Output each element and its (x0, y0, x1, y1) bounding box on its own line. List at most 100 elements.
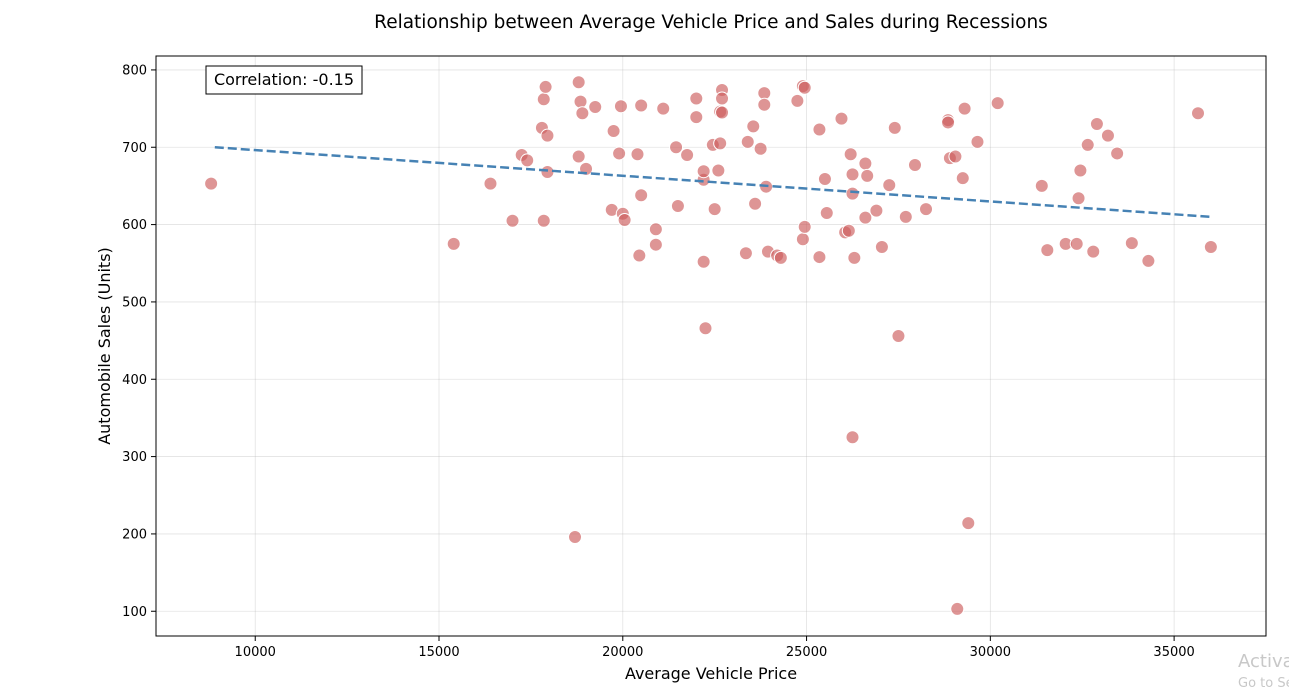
data-point (790, 93, 805, 108)
data-points (204, 75, 1218, 616)
data-point (446, 236, 461, 251)
data-point (746, 119, 761, 134)
data-point (575, 106, 590, 121)
data-point (617, 212, 632, 227)
x-tick-label: 20000 (602, 645, 643, 660)
data-point (573, 94, 588, 109)
data-point (970, 134, 985, 149)
data-point (834, 111, 849, 126)
data-point (847, 250, 862, 265)
data-point (955, 171, 970, 186)
data-point (795, 232, 810, 247)
y-tick-label: 600 (122, 218, 147, 233)
data-point (858, 210, 873, 225)
data-point (1071, 191, 1086, 206)
data-point (612, 146, 627, 161)
correlation-annotation: Correlation: -0.15 (205, 65, 363, 95)
data-point (707, 202, 722, 217)
data-point (648, 237, 663, 252)
data-point (1141, 253, 1156, 268)
data-point (738, 246, 753, 261)
data-point (860, 168, 875, 183)
data-point (520, 153, 535, 168)
data-point (1069, 236, 1084, 251)
data-point (1100, 128, 1115, 143)
correlation-text: Correlation: -0.15 (214, 70, 354, 89)
data-point (505, 213, 520, 228)
data-point (773, 250, 788, 265)
data-point (696, 164, 711, 179)
data-point (869, 203, 884, 218)
data-point (874, 240, 889, 255)
data-point (696, 254, 711, 269)
trendline (214, 146, 1211, 219)
data-point (606, 124, 621, 139)
y-tick-label: 300 (122, 450, 147, 465)
data-point (689, 91, 704, 106)
y-axis-label: Automobile Sales (Units) (95, 247, 114, 445)
data-point (753, 141, 768, 156)
data-point (858, 156, 873, 171)
y-tick-label: 400 (122, 373, 147, 388)
data-point (1086, 244, 1101, 259)
data-point (1089, 117, 1104, 132)
data-point (907, 158, 922, 173)
data-point (819, 205, 834, 220)
y-tick-label: 500 (122, 295, 147, 310)
y-tick-label: 700 (122, 141, 147, 156)
data-point (680, 147, 695, 162)
data-point (536, 92, 551, 107)
data-point (797, 80, 812, 95)
data-point (715, 91, 730, 106)
data-point (669, 140, 684, 155)
data-point (845, 430, 860, 445)
data-point (1073, 163, 1088, 178)
data-point (817, 171, 832, 186)
y-tick-label: 800 (122, 63, 147, 78)
data-point (845, 167, 860, 182)
data-point (757, 97, 772, 112)
data-point (957, 101, 972, 116)
data-point (898, 209, 913, 224)
data-point (630, 147, 645, 162)
data-point (632, 248, 647, 263)
activation-watermark: Activa (1238, 651, 1289, 672)
data-point (204, 176, 219, 191)
data-point (948, 149, 963, 164)
data-point (540, 128, 555, 143)
data-point (715, 105, 730, 120)
data-point (740, 134, 755, 149)
data-point (757, 86, 772, 101)
x-tick-label: 30000 (970, 645, 1011, 660)
data-point (961, 516, 976, 531)
x-tick-label: 10000 (235, 645, 276, 660)
data-point (843, 147, 858, 162)
x-axis-label: Average Vehicle Price (625, 664, 797, 683)
data-point (1191, 106, 1206, 121)
data-point (891, 328, 906, 343)
data-point (845, 186, 860, 201)
data-point (990, 96, 1005, 111)
data-point (1110, 146, 1125, 161)
data-point (1034, 178, 1049, 193)
data-point (568, 530, 583, 545)
chart-title: Relationship between Average Vehicle Pri… (374, 12, 1048, 33)
data-point (648, 222, 663, 237)
x-tick-label: 15000 (418, 645, 459, 660)
data-point (941, 115, 956, 130)
data-point (571, 149, 586, 164)
trend-line (214, 146, 1211, 219)
data-point (713, 136, 728, 151)
plot-frame (155, 55, 1267, 637)
data-point (950, 601, 965, 616)
data-point (841, 223, 856, 238)
x-axis-ticks: 10000 15000 20000 25000 30000 35000 (235, 636, 1195, 660)
data-point (538, 79, 553, 94)
data-point (711, 163, 726, 178)
data-point (634, 98, 649, 113)
y-axis-ticks: 100 200 300 400 500 600 700 800 (122, 63, 156, 620)
data-point (634, 188, 649, 203)
data-point (1203, 240, 1218, 255)
data-point (887, 120, 902, 135)
